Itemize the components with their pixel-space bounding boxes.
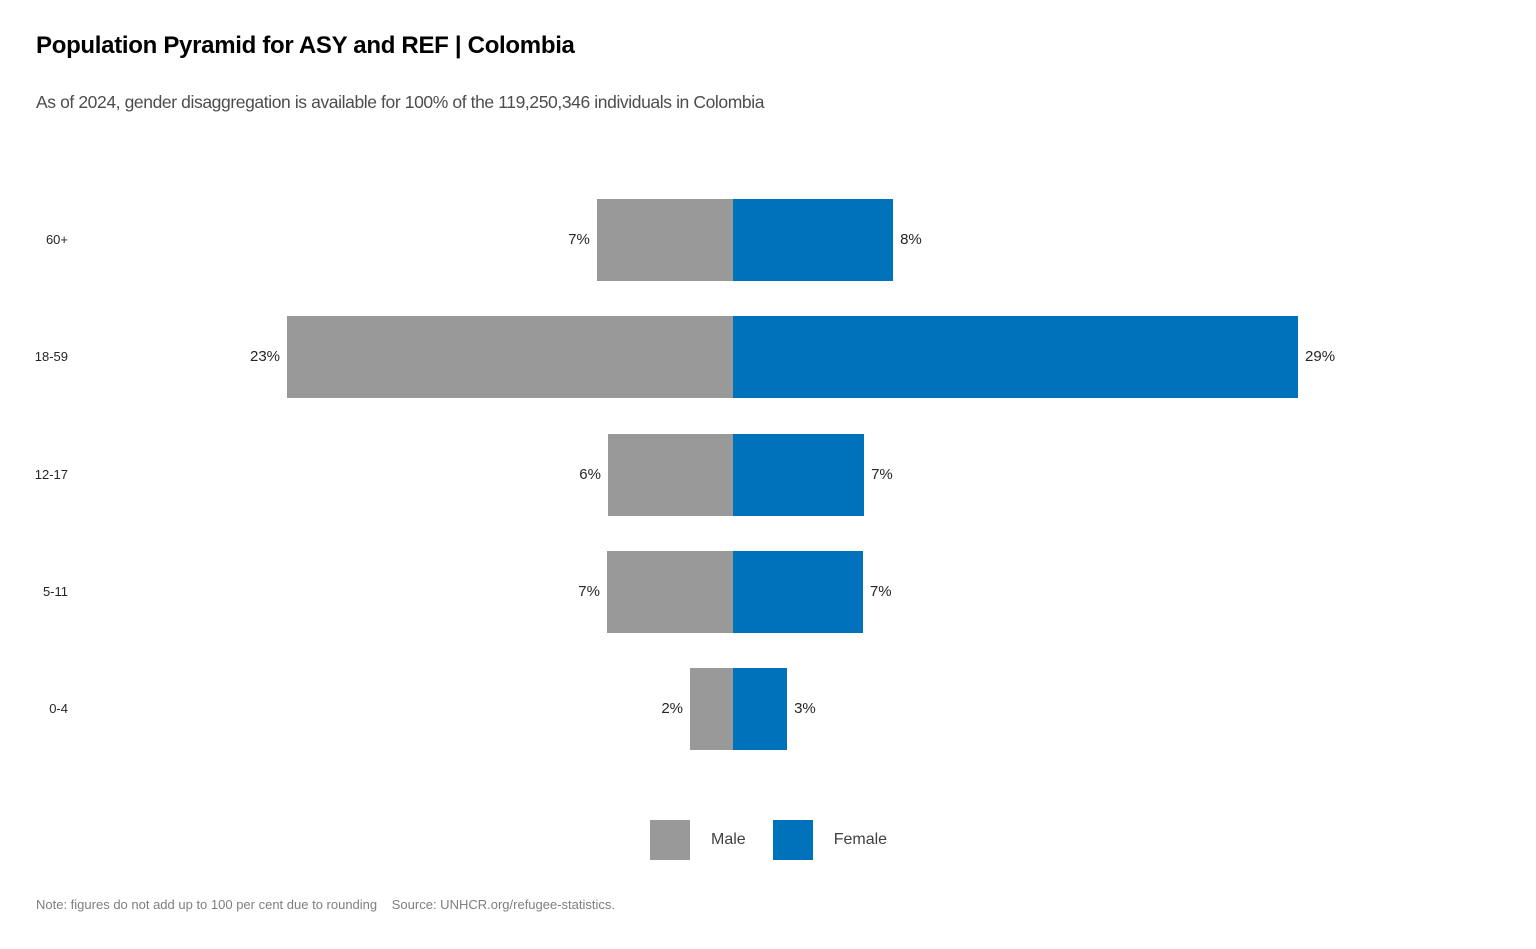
male-bar (606, 551, 733, 633)
female-bar (733, 434, 865, 516)
female-value-label: 3% (794, 700, 816, 717)
female-value-label: 29% (1305, 348, 1336, 365)
legend: Male Female (650, 820, 887, 860)
male-bar (287, 316, 733, 398)
age-group-label: 18-59 (34, 349, 68, 364)
page-subtitle: As of 2024, gender disaggregation is ava… (36, 92, 765, 112)
female-value-label: 7% (871, 466, 893, 483)
male-value-label: 23% (249, 348, 281, 365)
male-bar (607, 434, 733, 516)
male-value-label: 2% (661, 700, 684, 717)
female-value-label: 7% (869, 583, 892, 600)
male-value-label: 7% (578, 583, 600, 600)
female-legend-swatch (772, 820, 813, 860)
age-group-label: 0-4 (49, 701, 68, 716)
age-group-label: 60+ (45, 232, 68, 247)
male-value-label: 6% (579, 466, 601, 483)
female-bar (733, 668, 788, 750)
male-value-label: 7% (568, 231, 590, 248)
female-value-label: 8% (900, 231, 922, 248)
source-note: Source: UNHCR.org/refugee-statistics. (391, 897, 616, 912)
female-bar (733, 316, 1299, 398)
male-bar (690, 668, 733, 750)
rounding-note: Note: figures do not add up to 100 per c… (36, 897, 378, 912)
female-bar (733, 551, 863, 633)
male-legend-label: Male (711, 831, 746, 848)
footer-note: Note: figures do not add up to 100 per c… (36, 897, 615, 912)
age-group-label: 5-11 (42, 584, 68, 599)
female-bar (733, 199, 894, 281)
male-legend-swatch (650, 820, 690, 860)
age-group-label: 12-17 (34, 467, 68, 482)
male-bar (596, 199, 733, 281)
female-legend-label: Female (833, 831, 888, 848)
page-title: Population Pyramid for ASY and REF | Col… (36, 32, 575, 59)
